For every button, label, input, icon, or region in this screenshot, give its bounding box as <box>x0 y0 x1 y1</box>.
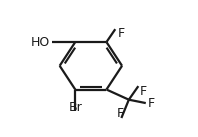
Text: F: F <box>148 97 155 110</box>
Text: HO: HO <box>31 36 50 48</box>
Text: F: F <box>116 107 124 120</box>
Text: F: F <box>140 85 147 98</box>
Text: F: F <box>118 27 125 40</box>
Text: Br: Br <box>68 101 82 114</box>
